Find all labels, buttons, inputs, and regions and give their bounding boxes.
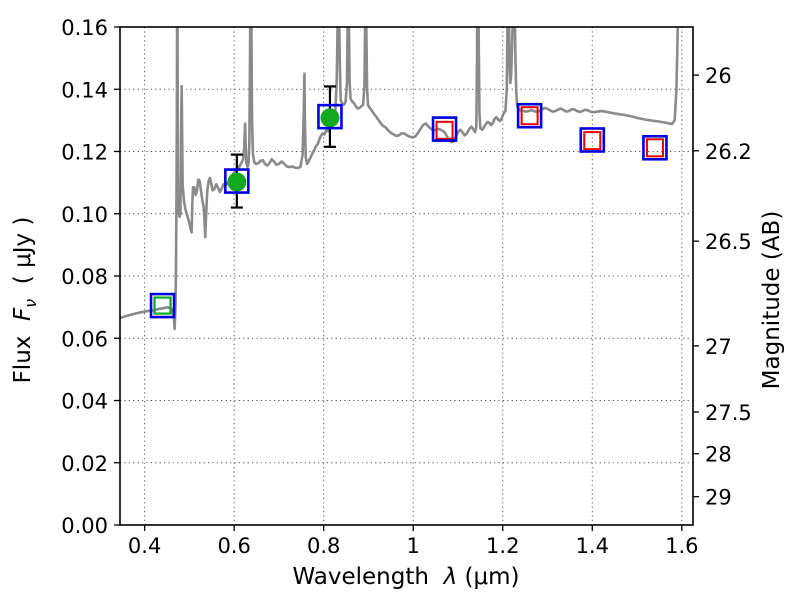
right-axis-title-text: Magnitude (AB) (759, 211, 785, 390)
x-tick-label: 0.8 (307, 534, 340, 558)
left-axis-title-unit: ( μJy ) (10, 217, 36, 285)
y-tick-label: 0.02 (61, 452, 108, 476)
magnitude-tick-label: 26.5 (705, 230, 752, 254)
bottom-axis-title-prefix: Wavelength (293, 564, 429, 590)
observed-marker-blue-square (431, 116, 458, 142)
y-tick-label: 0.16 (61, 16, 108, 40)
left-axis-title: Flux Fν ( μJy ) (10, 217, 40, 384)
model-marker-red-square (520, 106, 539, 126)
left-axis-title-symbol: F (10, 307, 36, 321)
model-marker-red-square (583, 131, 602, 151)
svg-text:Flux Fν ( μJy ): Flux Fν ( μJy ) (10, 217, 40, 384)
axis-tick-labels: 0.4 0.6 0.8 1 1.2 1.4 1.6 0.00 0.02 0.04 0.06 0.08 0… (61, 16, 752, 558)
y-tick-label: 0.06 (61, 327, 108, 351)
left-axis-title-prefix: Flux (10, 336, 36, 384)
magnitude-tick-label: 27 (705, 335, 732, 359)
observed-marker-blue-square (149, 292, 176, 319)
magnitude-tick-label: 26 (705, 64, 732, 88)
x-tick-label: 1 (407, 534, 420, 558)
y-tick-label: 0.00 (61, 514, 108, 538)
photometry-markers (149, 102, 668, 319)
magnitude-tick-label: 29 (705, 486, 732, 510)
magnitude-tick-label: 26.2 (705, 140, 752, 164)
model-marker-red-square (645, 138, 664, 158)
magnitude-tick-label: 27.5 (705, 401, 752, 425)
y-tick-label: 0.04 (61, 390, 108, 414)
model-marker-green-circle (320, 108, 340, 128)
y-tick-label: 0.12 (61, 141, 108, 165)
x-tick-label: 1.6 (665, 534, 698, 558)
x-tick-label: 0.4 (128, 534, 161, 558)
magnitude-tick-label: 28 (705, 443, 732, 467)
observed-marker-blue-square (516, 102, 543, 129)
model-marker-green-square (153, 296, 172, 315)
model-marker-green-circle (227, 172, 247, 192)
observed-marker-blue-square (224, 168, 250, 194)
svg-text:Wavelength λ (μm): Wavelength λ (μm) (293, 564, 520, 590)
y-tick-label: 0.10 (61, 203, 108, 227)
x-tick-label: 0.6 (217, 534, 250, 558)
x-tick-label: 1.2 (486, 534, 519, 558)
right-axis-title: Magnitude (AB) (759, 211, 785, 390)
x-tick-label: 1.4 (576, 534, 609, 558)
observed-marker-blue-square (642, 134, 668, 161)
bottom-axis-title-symbol: λ (442, 564, 458, 590)
model-marker-red-square (435, 120, 454, 140)
axis-ticks (114, 26, 699, 531)
bottom-axis-title-unit: (μm) (465, 564, 520, 590)
y-tick-label: 0.08 (61, 265, 108, 289)
y-tick-label: 0.14 (61, 78, 108, 102)
observed-marker-blue-square (317, 103, 343, 130)
observed-marker-blue-square (579, 127, 606, 153)
bottom-axis-title: Wavelength λ (μm) (293, 564, 520, 590)
grid-lines (120, 27, 693, 525)
